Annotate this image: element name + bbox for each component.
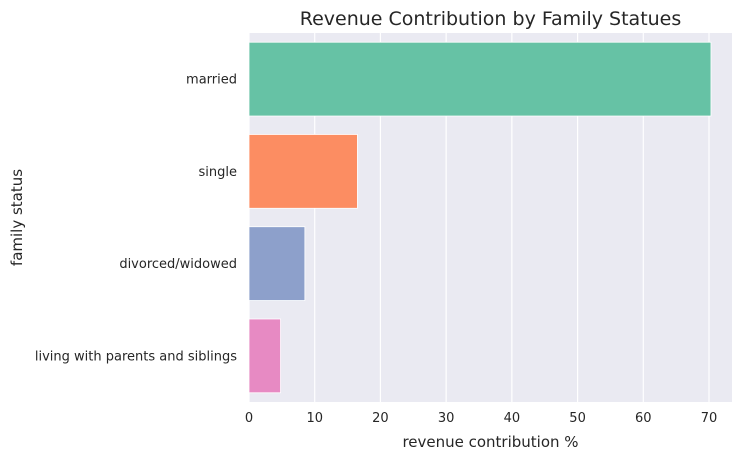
x-tick-label: 40 [504,411,521,426]
y-category-label: married [186,73,237,88]
y-axis-categories: married single divorced/widowed living with… [35,73,237,365]
bar [248,41,712,117]
x-tick-label: 10 [306,411,323,426]
x-tick-label: 70 [701,411,718,426]
chart-title: Revenue Contribution by Family Statues [300,8,682,30]
y-axis-label: family status [8,169,26,266]
x-tick-label: 0 [245,411,253,426]
bars [248,41,712,394]
x-tick-label: 60 [635,411,652,426]
x-tick-label: 50 [569,411,586,426]
x-tick-label: 30 [438,411,455,426]
bar [248,134,358,209]
bar [248,318,281,394]
y-category-label: living with parents and siblings [35,349,237,364]
x-axis-ticks: 0 10 20 30 40 50 60 70 [245,411,717,426]
y-category-label: single [199,165,238,180]
x-tick-label: 20 [372,411,389,426]
x-axis-label: revenue contribution % [402,433,578,451]
bar [248,226,306,301]
y-category-label: divorced/widowed [119,257,237,272]
